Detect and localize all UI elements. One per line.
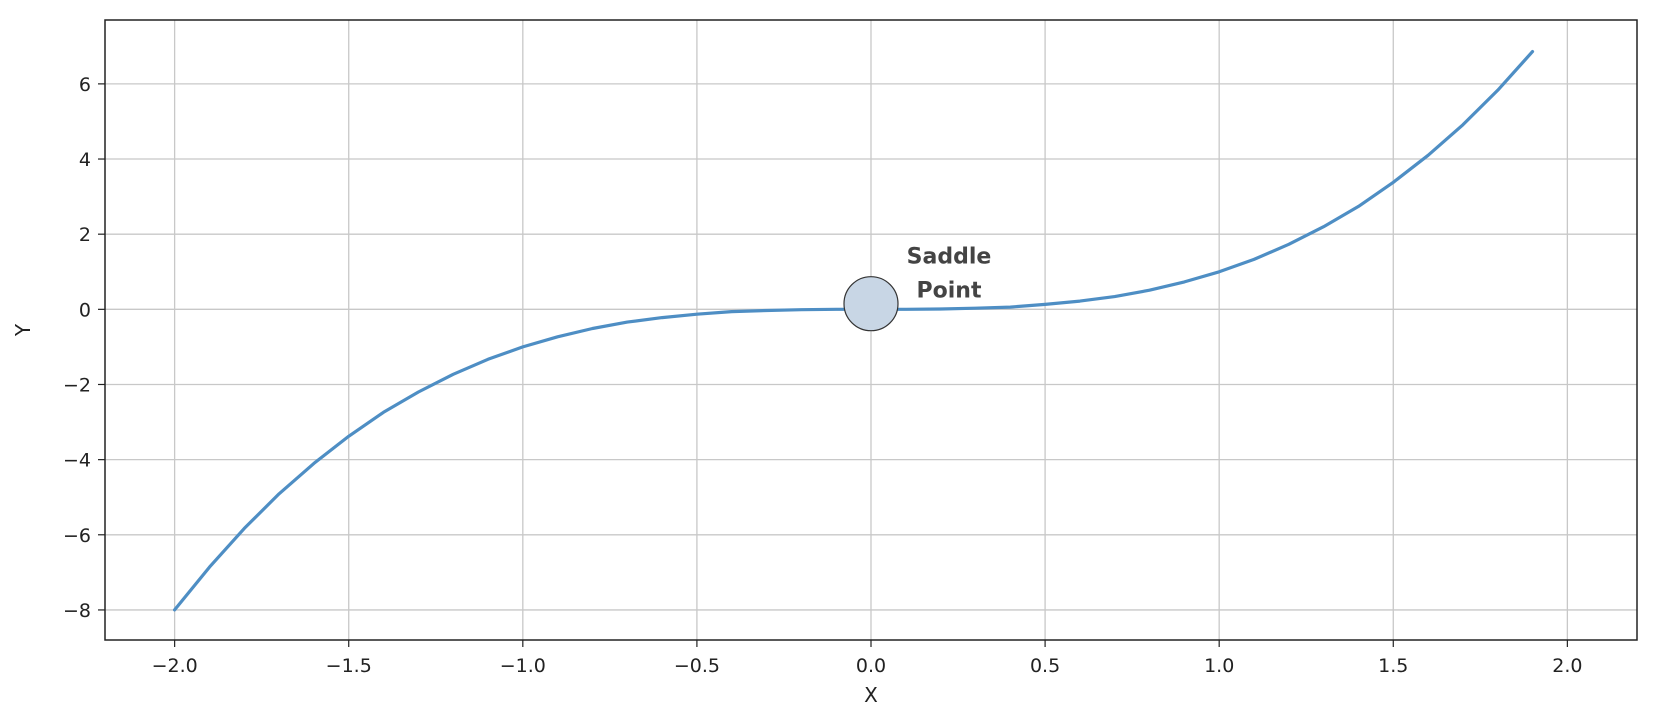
x-tick-label: 0.5 [1030, 655, 1060, 677]
series-layer [173, 49, 1535, 612]
saddle-point-label-line2: Point [917, 279, 982, 304]
x-tick-label: 0.0 [856, 655, 886, 677]
x-tick-label: 1.5 [1378, 655, 1408, 677]
ticks-layer: −2.0 −1.5 −1.0 −0.5 0.0 0.5 1.0 1.5 2.0 −8 −6 −4 −2 0… [63, 74, 1582, 677]
y-tick-label: 2 [79, 224, 91, 246]
x-tick-label: −0.5 [674, 655, 720, 677]
y-tick-label: 4 [79, 149, 91, 171]
y-tick-label: −8 [63, 600, 91, 622]
annotation-layer: Saddle Point [843, 245, 992, 332]
plot-frame [104, 19, 1638, 641]
y-tick-label: 6 [79, 74, 91, 96]
x-tick-label: 2.0 [1552, 655, 1582, 677]
saddle-point-label-line1: Saddle [907, 245, 992, 270]
x-tick-label: −1.5 [326, 655, 372, 677]
y-tick-label: −6 [63, 525, 91, 547]
y-axis-title: Y [11, 323, 35, 337]
series-line [173, 49, 1535, 612]
x-tick-label: −2.0 [152, 655, 198, 677]
x-axis-title: X [864, 683, 878, 707]
x-tick-label: 1.0 [1204, 655, 1234, 677]
saddle-point-marker [843, 276, 899, 332]
y-tick-label: −2 [63, 374, 91, 396]
y-tick-label: 0 [79, 299, 91, 321]
x-tick-label: −1.0 [500, 655, 546, 677]
y-tick-label: −4 [63, 450, 91, 472]
